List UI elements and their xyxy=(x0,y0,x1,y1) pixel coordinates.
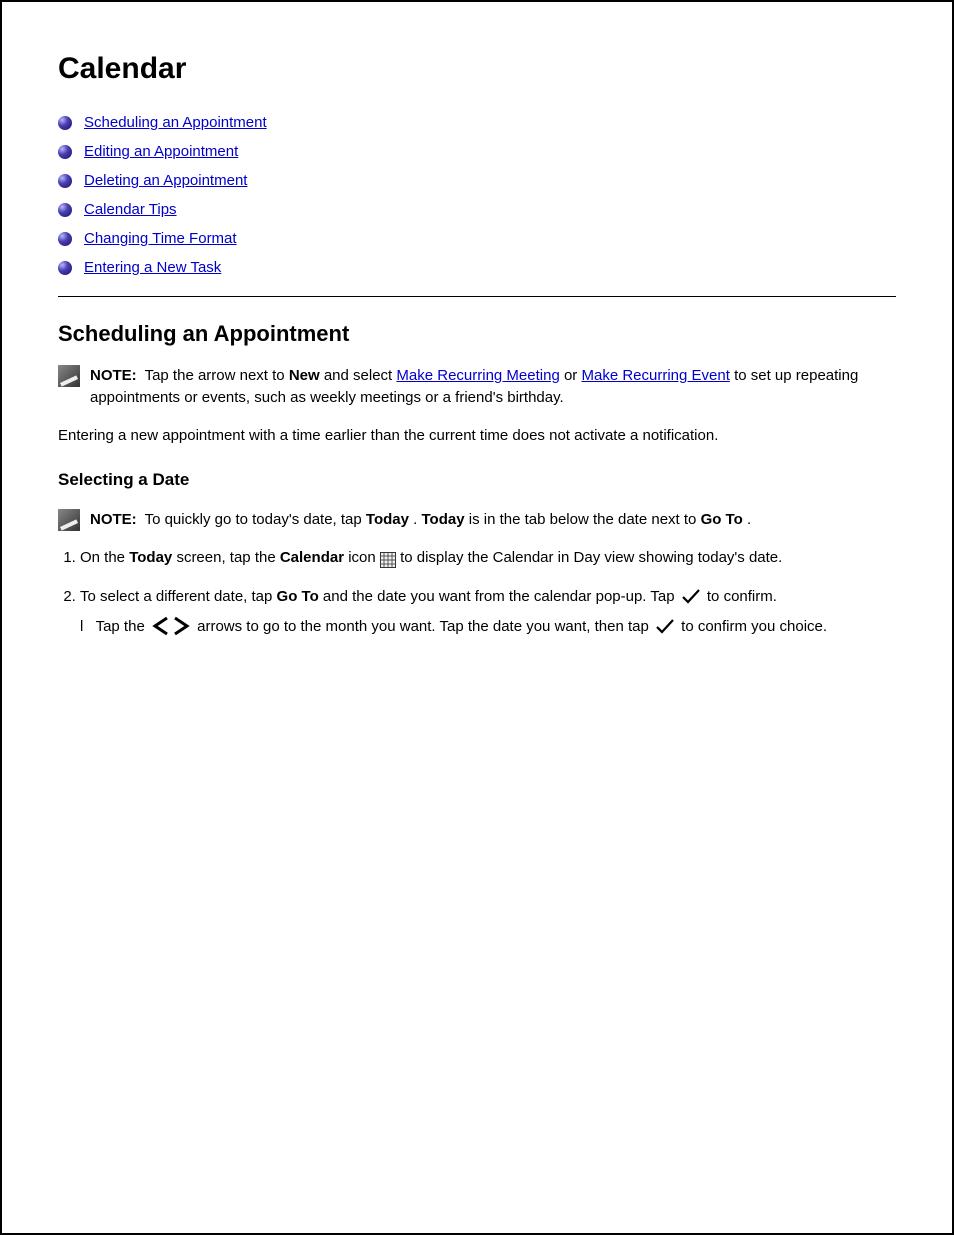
toc-item: Entering a New Task xyxy=(58,259,896,276)
note-row-2: NOTE: To quickly go to today's date, tap… xyxy=(58,509,896,531)
checkmark-icon xyxy=(655,618,679,635)
note-bold-new: New xyxy=(289,367,320,384)
pencil-note-icon xyxy=(58,365,80,387)
note-bold-today: Today xyxy=(366,511,409,528)
step-2: To select a different date, tap Go To an… xyxy=(80,586,896,638)
step-1: On the Today screen, tap the Calendar ic… xyxy=(80,547,896,573)
step-text: On the xyxy=(80,549,129,566)
note-bold-goto: Go To xyxy=(701,511,743,528)
page: Calendar Scheduling an Appointment Editi… xyxy=(0,0,954,1235)
steps-list: On the Today screen, tap the Calendar ic… xyxy=(58,547,896,639)
toc-list: Scheduling an Appointment Editing an App… xyxy=(58,114,896,276)
note-text: and select xyxy=(324,367,397,384)
sphere-bullet-icon xyxy=(58,203,72,217)
page-title: Calendar xyxy=(58,52,896,86)
sphere-bullet-icon xyxy=(58,232,72,246)
arrows-icon xyxy=(151,618,195,635)
sphere-bullet-icon xyxy=(58,116,72,130)
checkmark-icon xyxy=(681,588,705,605)
body-paragraph: Entering a new appointment with a time e… xyxy=(58,425,896,447)
step-bold-goto: Go To xyxy=(277,588,319,605)
calendar-grid-icon xyxy=(380,550,396,573)
sub-text: to confirm you choice. xyxy=(681,618,827,635)
step-text: screen, tap the xyxy=(176,549,279,566)
toc-link-deleting[interactable]: Deleting an Appointment xyxy=(84,172,247,189)
step-2-sublist: Tap the arrows to go to the month you wa… xyxy=(80,615,896,639)
step-text: and the date you want from the calendar … xyxy=(323,588,679,605)
step-2-subitem: Tap the arrows to go to the month you wa… xyxy=(80,615,896,639)
step-text: to confirm. xyxy=(707,588,777,605)
note-link-recurring-meeting[interactable]: Make Recurring Meeting xyxy=(396,367,559,384)
toc-item: Changing Time Format xyxy=(58,230,896,247)
note-text: Tap the arrow next to xyxy=(145,367,289,384)
step-text: To select a different date, tap xyxy=(80,588,277,605)
note-label: NOTE: xyxy=(90,367,137,384)
note-text: or xyxy=(564,367,582,384)
pencil-note-icon xyxy=(58,509,80,531)
toc-item: Editing an Appointment xyxy=(58,143,896,160)
note-text: . xyxy=(413,511,421,528)
note-row-1: NOTE: Tap the arrow next to New and sele… xyxy=(58,365,896,409)
toc-link-tips[interactable]: Calendar Tips xyxy=(84,201,177,218)
sub-text: Tap the xyxy=(96,618,149,635)
sub-text: arrows to go to the month you want. Tap … xyxy=(197,618,653,635)
note-label: NOTE: xyxy=(90,511,137,528)
note-body-1: NOTE: Tap the arrow next to New and sele… xyxy=(90,365,896,409)
divider xyxy=(58,296,896,297)
toc-link-time-format[interactable]: Changing Time Format xyxy=(84,230,237,247)
toc-link-scheduling[interactable]: Scheduling an Appointment xyxy=(84,114,267,131)
toc-link-new-task[interactable]: Entering a New Task xyxy=(84,259,221,276)
note-body-2: NOTE: To quickly go to today's date, tap… xyxy=(90,509,751,531)
step-bold-calendar: Calendar xyxy=(280,549,344,566)
sphere-bullet-icon xyxy=(58,261,72,275)
step-bold-today: Today xyxy=(129,549,172,566)
sphere-bullet-icon xyxy=(58,174,72,188)
subheading-selecting-date: Selecting a Date xyxy=(58,468,896,493)
toc-item: Calendar Tips xyxy=(58,201,896,218)
step-text: to display the Calendar in Day view show… xyxy=(400,549,782,566)
toc-item: Scheduling an Appointment xyxy=(58,114,896,131)
toc-link-editing[interactable]: Editing an Appointment xyxy=(84,143,238,160)
note-link-recurring-event[interactable]: Make Recurring Event xyxy=(581,367,729,384)
note-text: . xyxy=(747,511,751,528)
sphere-bullet-icon xyxy=(58,145,72,159)
toc-item: Deleting an Appointment xyxy=(58,172,896,189)
step-text: icon xyxy=(348,549,380,566)
section-heading-scheduling: Scheduling an Appointment xyxy=(58,321,896,347)
note-text: is in the tab below the date next to xyxy=(469,511,701,528)
note-text: To quickly go to today's date, tap xyxy=(145,511,366,528)
note-bold-today: Today xyxy=(422,511,465,528)
